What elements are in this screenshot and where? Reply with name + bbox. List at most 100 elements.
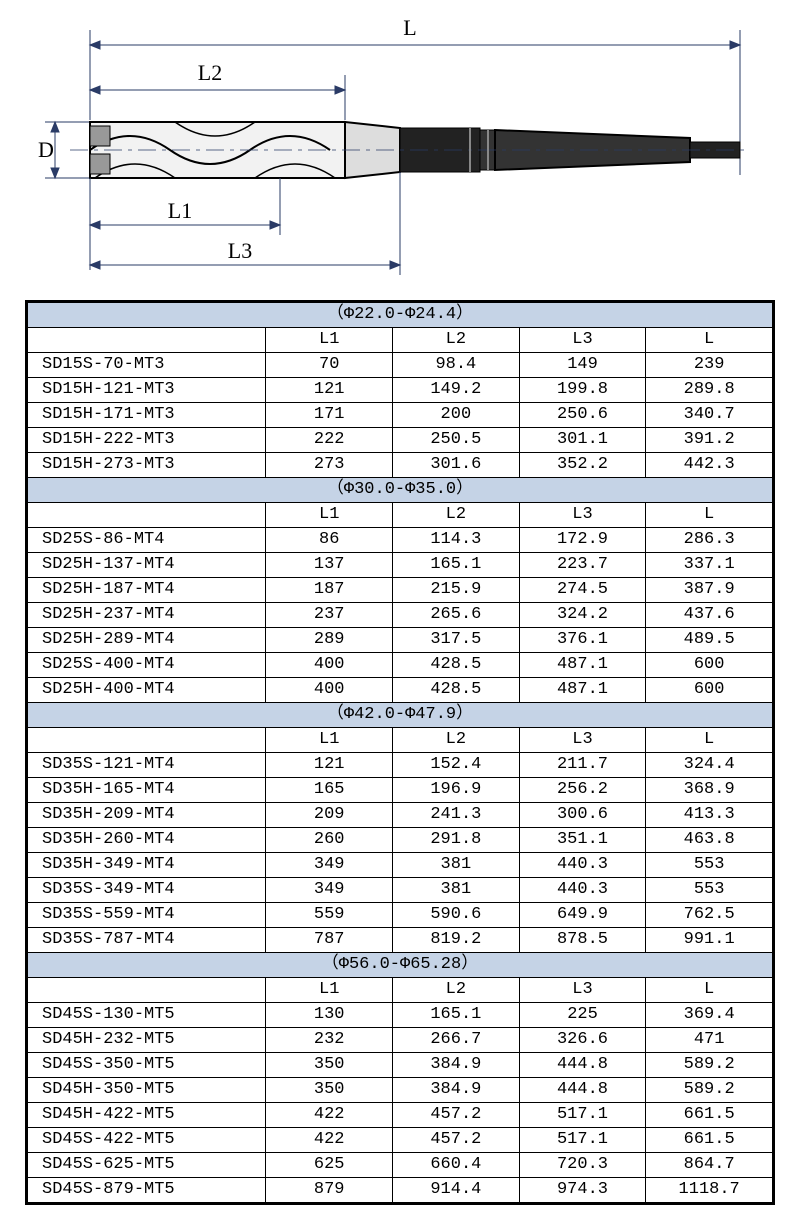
range-header: （Φ22.0-Φ24.4） [28,303,773,328]
range-header: （Φ56.0-Φ65.28） [28,953,773,978]
label-L3: L3 [228,238,252,263]
column-header: L3 [519,728,646,753]
model-cell: SD15H-273-MT3 [28,453,266,478]
table-row: SD15H-273-MT3273301.6352.2442.3 [28,453,773,478]
value-cell: 517.1 [519,1103,646,1128]
value-cell: 337.1 [646,553,773,578]
value-cell: 324.2 [519,603,646,628]
value-cell: 250.5 [393,428,520,453]
value-cell: 974.3 [519,1178,646,1203]
range-header: （Φ30.0-Φ35.0） [28,478,773,503]
table-row: SD25H-187-MT4187215.9274.5387.9 [28,578,773,603]
value-cell: 400 [266,653,393,678]
table-row: SD45S-350-MT5350384.9444.8589.2 [28,1053,773,1078]
table-row: SD25H-137-MT4137165.1223.7337.1 [28,553,773,578]
model-cell: SD35S-121-MT4 [28,753,266,778]
table-row: SD35S-121-MT4121152.4211.7324.4 [28,753,773,778]
value-cell: 649.9 [519,903,646,928]
range-header: （Φ42.0-Φ47.9） [28,703,773,728]
column-header: L [646,978,773,1003]
value-cell: 340.7 [646,403,773,428]
value-cell: 289.8 [646,378,773,403]
spec-table-container: （Φ22.0-Φ24.4） L1L2L3L SD15S-70-MT37098.414… [25,300,775,1205]
value-cell: 121 [266,378,393,403]
column-header: L2 [393,728,520,753]
table-row: SD15S-70-MT37098.4149239 [28,353,773,378]
table-row: SD35H-209-MT4209241.3300.6413.3 [28,803,773,828]
blank-header [28,328,266,353]
value-cell: 391.2 [646,428,773,453]
value-cell: 349 [266,853,393,878]
value-cell: 211.7 [519,753,646,778]
value-cell: 660.4 [393,1153,520,1178]
value-cell: 86 [266,528,393,553]
value-cell: 301.6 [393,453,520,478]
value-cell: 879 [266,1178,393,1203]
value-cell: 165.1 [393,1003,520,1028]
value-cell: 422 [266,1103,393,1128]
value-cell: 440.3 [519,878,646,903]
value-cell: 199.8 [519,378,646,403]
column-header: L2 [393,503,520,528]
value-cell: 239 [646,353,773,378]
value-cell: 463.8 [646,828,773,853]
table-row: SD35S-349-MT4349381440.3553 [28,878,773,903]
value-cell: 350 [266,1078,393,1103]
column-header: L [646,503,773,528]
table-row: SD25S-400-MT4400428.5487.1600 [28,653,773,678]
table-row: SD15H-171-MT3171200250.6340.7 [28,403,773,428]
label-D: D [38,137,54,162]
value-cell: 317.5 [393,628,520,653]
value-cell: 428.5 [393,678,520,703]
value-cell: 70 [266,353,393,378]
column-header: L3 [519,328,646,353]
table-row: SD45S-130-MT5130165.1225369.4 [28,1003,773,1028]
range-label: （Φ30.0-Φ35.0） [28,478,773,503]
value-cell: 121 [266,753,393,778]
value-cell: 209 [266,803,393,828]
value-cell: 324.4 [646,753,773,778]
value-cell: 215.9 [393,578,520,603]
value-cell: 300.6 [519,803,646,828]
value-cell: 165.1 [393,553,520,578]
column-header: L [646,728,773,753]
model-cell: SD25S-86-MT4 [28,528,266,553]
column-header: L3 [519,978,646,1003]
table-row: SD15H-222-MT3222250.5301.1391.2 [28,428,773,453]
value-cell: 301.1 [519,428,646,453]
range-label: （Φ56.0-Φ65.28） [28,953,773,978]
value-cell: 553 [646,878,773,903]
column-header-row: L1L2L3L [28,978,773,1003]
value-cell: 440.3 [519,853,646,878]
value-cell: 384.9 [393,1078,520,1103]
value-cell: 553 [646,853,773,878]
value-cell: 350 [266,1053,393,1078]
value-cell: 241.3 [393,803,520,828]
model-cell: SD45S-625-MT5 [28,1153,266,1178]
value-cell: 351.1 [519,828,646,853]
drill-svg: L L2 D [30,10,770,290]
value-cell: 289 [266,628,393,653]
value-cell: 787 [266,928,393,953]
value-cell: 172.9 [519,528,646,553]
column-header: L2 [393,328,520,353]
value-cell: 457.2 [393,1128,520,1153]
blank-header [28,728,266,753]
spec-table: （Φ22.0-Φ24.4） L1L2L3L SD15S-70-MT37098.414… [27,302,773,1203]
table-row: SD15H-121-MT3121149.2199.8289.8 [28,378,773,403]
value-cell: 625 [266,1153,393,1178]
value-cell: 256.2 [519,778,646,803]
model-cell: SD35H-165-MT4 [28,778,266,803]
model-cell: SD25H-400-MT4 [28,678,266,703]
label-L: L [403,15,416,40]
value-cell: 720.3 [519,1153,646,1178]
model-cell: SD45H-422-MT5 [28,1103,266,1128]
value-cell: 878.5 [519,928,646,953]
value-cell: 991.1 [646,928,773,953]
model-cell: SD45S-350-MT5 [28,1053,266,1078]
value-cell: 352.2 [519,453,646,478]
value-cell: 661.5 [646,1103,773,1128]
model-cell: SD45S-130-MT5 [28,1003,266,1028]
table-row: SD45H-422-MT5422457.2517.1661.5 [28,1103,773,1128]
label-L2: L2 [198,60,222,85]
